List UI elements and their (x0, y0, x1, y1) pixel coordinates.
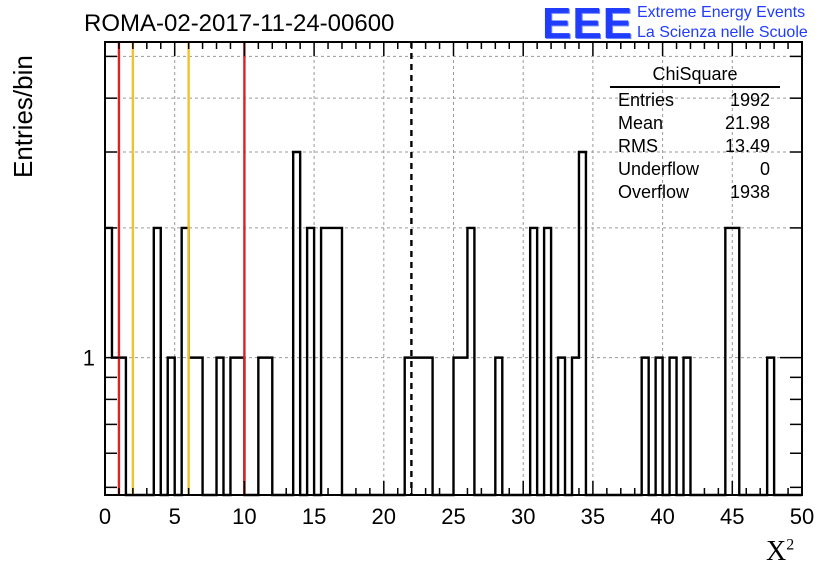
y-tick-label: 1 (83, 346, 95, 371)
stats-row: Entries 1992 (608, 90, 780, 113)
stats-label: Entries (618, 90, 675, 110)
brand-line-1: Extreme Energy Events (637, 4, 806, 21)
x-tick-label: 15 (302, 504, 326, 529)
brand-line-2: La Scienza nelle Scuole (637, 24, 808, 41)
y-axis-label: Entries/bin (8, 55, 38, 178)
stats-row: RMS 13.49 (608, 136, 780, 159)
x-tick-label: 50 (790, 504, 814, 529)
stats-value: 1992 (729, 90, 770, 110)
histogram-bin (419, 358, 426, 495)
histogram-bin (460, 358, 467, 495)
marker-lines (117, 42, 413, 495)
x-tick-label: 40 (650, 504, 674, 529)
x-tick-label: 0 (99, 504, 111, 529)
stats-value: 21.98 (724, 113, 770, 133)
axis-ticks: 0 5 10 15 20 25 30 35 40 45 50 1 (83, 42, 814, 529)
stats-box: ChiSquare Entries 1992 Mean 21.98 RMS 13.49… (608, 64, 780, 205)
x-axis-label-base: X (766, 536, 787, 567)
stats-row: Overflow 1938 (608, 182, 780, 205)
stats-value: 13.49 (724, 136, 770, 156)
stats-label: Underflow (618, 159, 700, 179)
chart-title: ROMA-02-2017-11-24-00600 (84, 10, 395, 37)
stats-label: Mean (618, 113, 664, 133)
stats-row: Mean 21.98 (608, 113, 780, 136)
histogram-bin (328, 228, 335, 495)
stats-row: Underflow 0 (608, 159, 780, 182)
x-tick-label: 20 (372, 504, 396, 529)
x-axis-label: X2 (766, 536, 794, 568)
stats-value: 0 (759, 159, 770, 179)
x-tick-label: 35 (581, 504, 605, 529)
x-tick-label: 5 (169, 504, 181, 529)
x-tick-label: 10 (232, 504, 256, 529)
x-axis-label-superscript: 2 (786, 536, 795, 554)
stats-title: ChiSquare (610, 64, 780, 88)
stats-label: Overflow (618, 182, 690, 202)
eee-logo: EEE (542, 0, 634, 48)
histogram-bin (412, 358, 419, 495)
x-tick-label: 30 (511, 504, 535, 529)
stats-value: 1938 (729, 182, 770, 202)
x-tick-label: 25 (441, 504, 465, 529)
stats-label: RMS (618, 136, 658, 156)
x-tick-label: 45 (720, 504, 744, 529)
